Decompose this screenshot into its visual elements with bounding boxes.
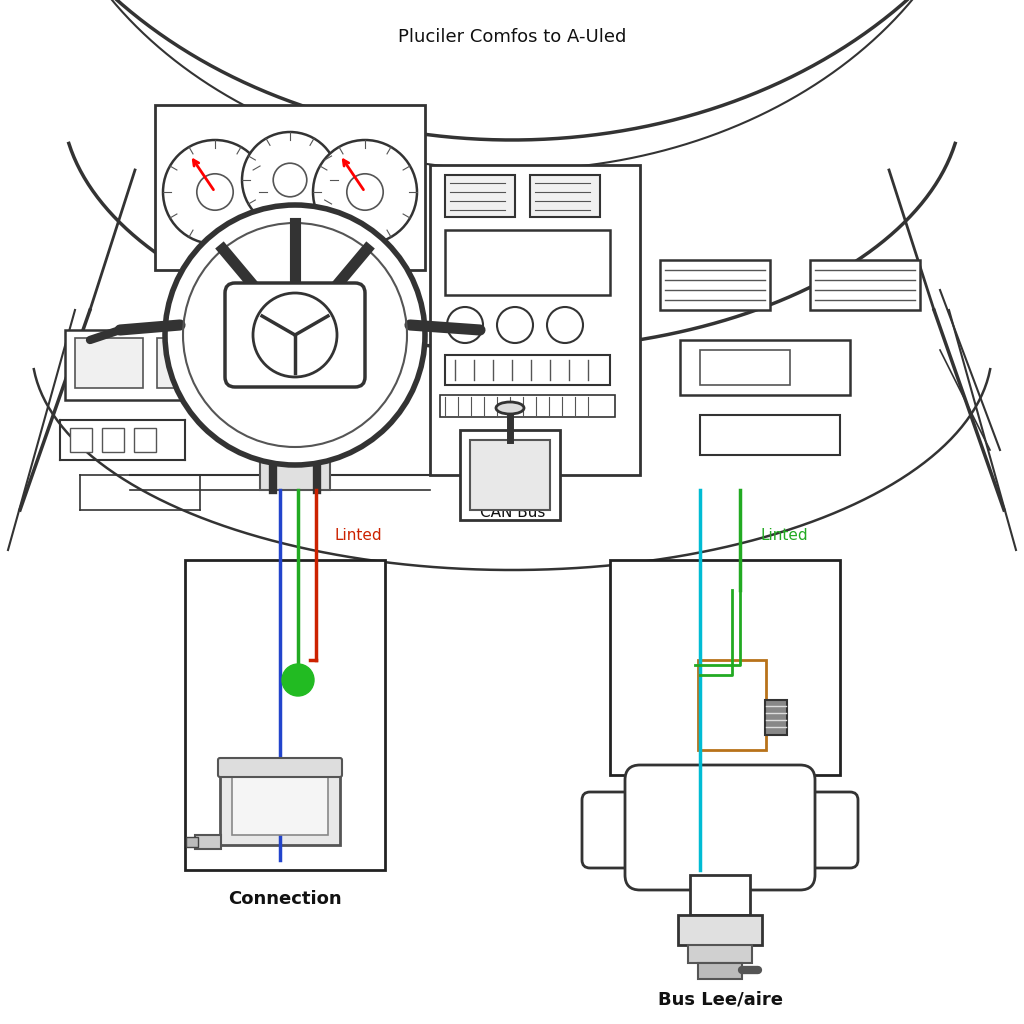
Bar — [186, 837, 198, 847]
Bar — [134, 428, 156, 452]
Bar — [195, 835, 221, 849]
Bar — [102, 428, 124, 452]
Circle shape — [547, 307, 583, 343]
Ellipse shape — [496, 402, 524, 414]
Circle shape — [197, 174, 233, 210]
Bar — [157, 338, 225, 388]
Bar — [765, 700, 787, 735]
Circle shape — [497, 307, 534, 343]
Bar — [445, 230, 610, 295]
FancyBboxPatch shape — [218, 758, 342, 777]
Bar — [530, 175, 600, 217]
Bar — [700, 350, 790, 385]
Bar — [220, 760, 340, 845]
Bar — [75, 338, 143, 388]
Bar — [698, 963, 742, 979]
Text: Linted: Linted — [760, 527, 808, 543]
Text: CAN Bus: CAN Bus — [480, 505, 546, 520]
Bar — [660, 260, 770, 310]
Bar — [680, 340, 850, 395]
Bar — [232, 770, 328, 835]
Bar — [460, 430, 560, 520]
Bar — [70, 428, 92, 452]
FancyBboxPatch shape — [625, 765, 815, 890]
Circle shape — [165, 205, 425, 465]
Bar — [700, 415, 840, 455]
Circle shape — [313, 140, 417, 244]
Bar — [445, 175, 515, 217]
Bar — [678, 915, 762, 945]
Text: Pluciler Comfos to A-Uled: Pluciler Comfos to A-Uled — [397, 28, 627, 46]
Circle shape — [242, 132, 338, 228]
Bar — [810, 260, 920, 310]
Circle shape — [163, 140, 267, 244]
Circle shape — [347, 174, 383, 210]
Bar — [698, 660, 766, 750]
Bar — [185, 560, 385, 870]
Circle shape — [447, 307, 483, 343]
Bar — [688, 945, 752, 963]
Bar — [440, 395, 615, 417]
Circle shape — [282, 664, 314, 696]
FancyBboxPatch shape — [787, 792, 858, 868]
FancyBboxPatch shape — [225, 283, 365, 387]
Bar — [445, 355, 610, 385]
Circle shape — [273, 163, 307, 197]
Bar — [690, 874, 750, 915]
Text: Linted: Linted — [335, 527, 383, 543]
FancyBboxPatch shape — [582, 792, 653, 868]
Bar — [470, 440, 550, 510]
Bar — [260, 440, 330, 490]
Text: Connection: Connection — [228, 890, 342, 908]
Bar — [155, 105, 425, 270]
Bar — [65, 330, 230, 400]
Bar — [610, 560, 840, 775]
Bar — [430, 165, 640, 475]
Text: Bus Lee/aire: Bus Lee/aire — [657, 990, 782, 1008]
